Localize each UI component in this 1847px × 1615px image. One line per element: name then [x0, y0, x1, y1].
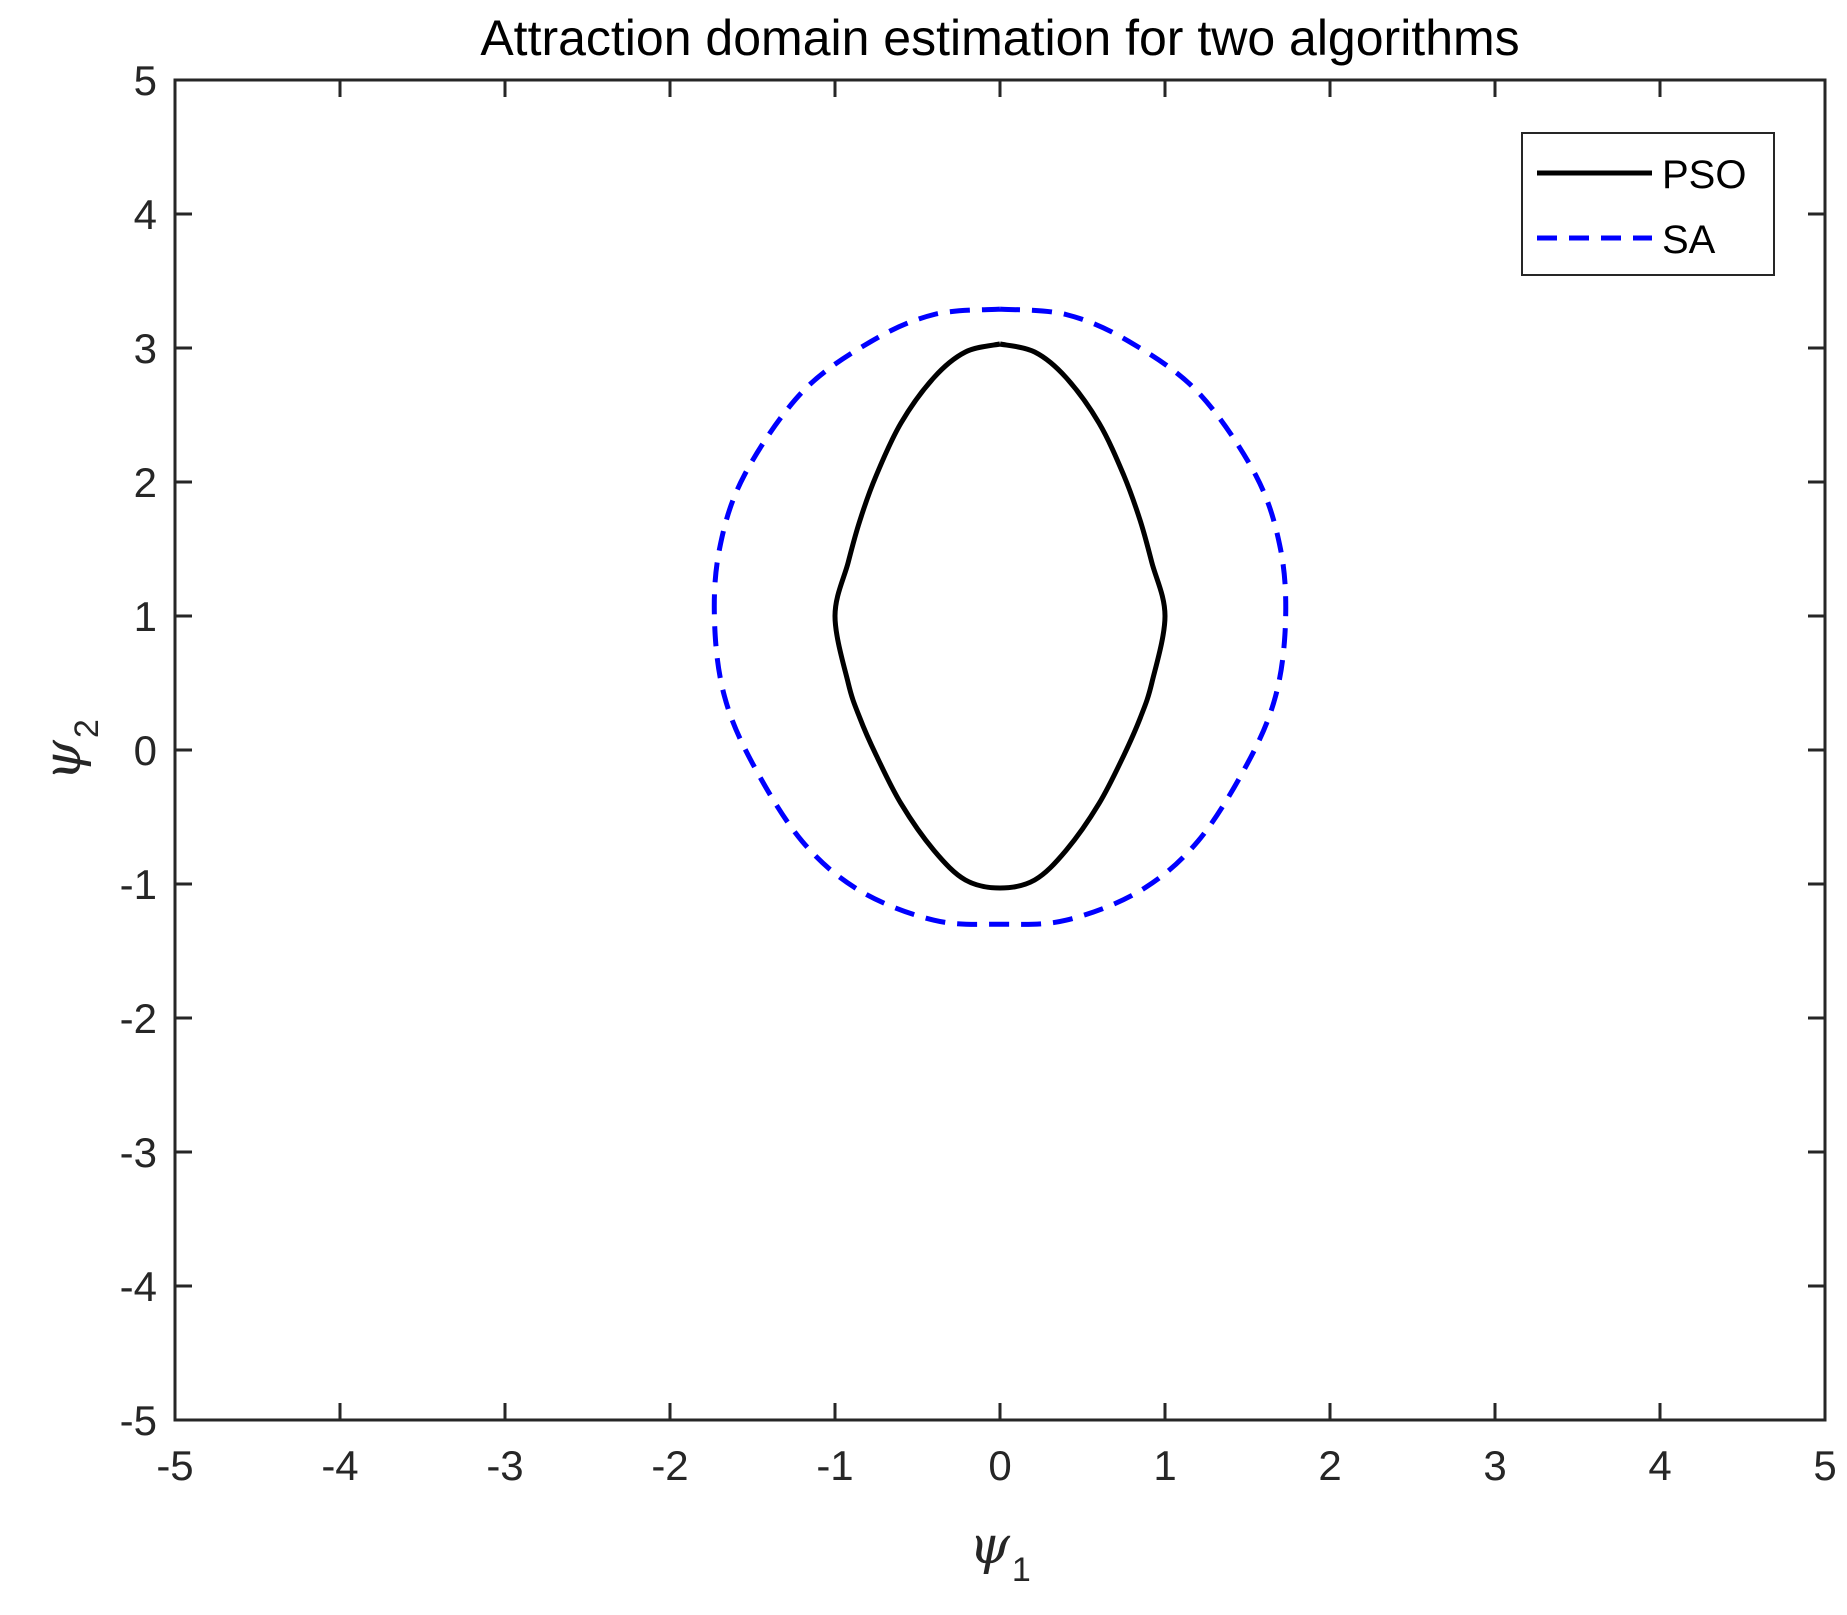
legend-box: [1521, 132, 1775, 276]
legend: PSO SA: [1521, 132, 1775, 276]
x-tick-label: 2: [1318, 1442, 1341, 1489]
y-axis-label-group: ψ2: [33, 719, 106, 781]
legend-label-pso: PSO: [1662, 153, 1746, 197]
x-tick-label: 3: [1483, 1442, 1506, 1489]
y-tick-label: -5: [120, 1397, 157, 1444]
x-tick-label: 1: [1153, 1442, 1176, 1489]
y-tick-label: -4: [120, 1263, 157, 1310]
x-tick-label: 5: [1813, 1442, 1836, 1489]
x-tick-label: 0: [988, 1442, 1011, 1489]
y-axis-label-symbol: ψ: [33, 739, 93, 781]
x-tick-label: -3: [486, 1442, 523, 1489]
legend-label-sa: SA: [1662, 218, 1716, 262]
y-axis-label: ψ2: [33, 719, 106, 781]
y-tick-label: -2: [120, 995, 157, 1042]
y-tick-label: 3: [134, 325, 157, 372]
y-tick-label: 4: [134, 191, 157, 238]
x-tick-label: 4: [1648, 1442, 1671, 1489]
x-axis-label-subscript: 1: [1012, 1551, 1031, 1589]
x-tick-label: -5: [156, 1442, 193, 1489]
y-tick-label: 5: [134, 57, 157, 104]
series-line-sa: [711, 306, 1289, 927]
series-layer: [711, 306, 1289, 927]
x-tick-label: -4: [321, 1442, 358, 1489]
chart-title: Attraction domain estimation for two alg…: [480, 10, 1519, 66]
y-tick-label: -3: [120, 1129, 157, 1176]
y-tick-label: 0: [134, 727, 157, 774]
x-tick-label: -1: [816, 1442, 853, 1489]
y-axis-label-subscript: 2: [68, 719, 106, 738]
series-line-pso: [832, 341, 1168, 891]
x-axis-label: ψ1: [969, 1516, 1031, 1589]
y-tick-label: 1: [134, 593, 157, 640]
plot-area: [175, 80, 1825, 1420]
y-tick-label: -1: [120, 861, 157, 908]
x-tick-label: -2: [651, 1442, 688, 1489]
tick-layer: -5 -4 -3 -2 -1 0 1 2 3 4 5 -5 -4 -3 -2 -1 0 1 2 3 4 5: [120, 57, 1837, 1489]
x-axis-label-symbol: ψ: [969, 1516, 1011, 1576]
y-tick-label: 2: [134, 459, 157, 506]
